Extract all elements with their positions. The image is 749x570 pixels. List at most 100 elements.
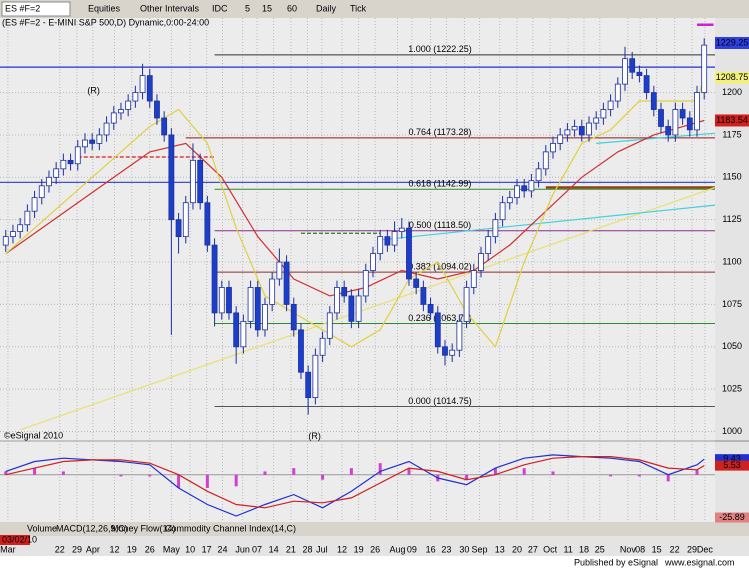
x-tick-label: 11 bbox=[563, 544, 572, 554]
macd-pane bbox=[0, 442, 715, 522]
candle-body bbox=[643, 75, 650, 93]
candle-body bbox=[478, 253, 484, 271]
candle-body bbox=[593, 117, 600, 124]
symbol-box[interactable] bbox=[1, 1, 71, 17]
x-tick-label: 22 bbox=[55, 544, 65, 554]
candle-body bbox=[154, 100, 160, 119]
x-tick-label: 18 bbox=[579, 544, 589, 554]
candle-body bbox=[672, 109, 679, 136]
candle-body bbox=[614, 83, 621, 102]
toolbar-item[interactable]: Tick bbox=[350, 3, 367, 13]
histogram-bar bbox=[177, 474, 181, 488]
tab[interactable]: Commodity Channel Index(14,C) bbox=[165, 523, 296, 533]
histogram-bar bbox=[465, 474, 469, 480]
candle-body bbox=[168, 134, 175, 221]
candle-body bbox=[298, 329, 304, 373]
candle-body bbox=[600, 109, 607, 119]
tab[interactable]: Volume bbox=[27, 523, 57, 533]
x-tick-label: 21 bbox=[286, 544, 296, 554]
candle-body bbox=[103, 122, 110, 136]
candle-body bbox=[686, 117, 693, 131]
y-tick-label: 1125 bbox=[722, 214, 741, 224]
x-tick-label: 08 bbox=[635, 544, 645, 554]
candle-body bbox=[312, 354, 319, 399]
toolbar-item[interactable]: Other Intervals bbox=[140, 3, 200, 13]
candle-body bbox=[276, 261, 283, 280]
price-label: 1208.75 bbox=[716, 72, 749, 82]
candle-body bbox=[262, 304, 268, 331]
x-tick-label: Jul bbox=[316, 544, 328, 554]
candle-body bbox=[10, 231, 16, 238]
candle-body bbox=[334, 287, 340, 314]
candle-body bbox=[370, 253, 376, 271]
candle-body bbox=[17, 224, 24, 232]
candle-body bbox=[427, 304, 434, 314]
candle-body bbox=[254, 287, 261, 331]
candle-body bbox=[506, 197, 513, 204]
x-tick-label: Aug bbox=[389, 544, 405, 554]
histogram-bar bbox=[695, 469, 699, 475]
histogram-bar bbox=[33, 468, 37, 475]
candle-body bbox=[197, 159, 204, 204]
candle-body bbox=[118, 109, 124, 114]
candle-body bbox=[269, 278, 276, 305]
x-tick-label: 13 bbox=[495, 544, 505, 554]
candle-body bbox=[132, 92, 139, 102]
toolbar-item[interactable]: 15 bbox=[262, 3, 272, 13]
candle-body bbox=[31, 197, 38, 212]
candle-body bbox=[665, 126, 672, 136]
x-tick-label: 19 bbox=[127, 544, 137, 554]
histogram-bar bbox=[522, 468, 526, 475]
trendline bbox=[596, 132, 716, 144]
fib-label: 0.618 (1142.99) bbox=[409, 179, 472, 189]
symbol[interactable]: ES #F=2 bbox=[5, 3, 40, 13]
toolbar-item[interactable]: Equities bbox=[88, 3, 121, 13]
candle-body bbox=[226, 287, 232, 314]
macd-label: 5.53 bbox=[723, 460, 741, 470]
candle-body bbox=[319, 337, 326, 356]
candle-body bbox=[622, 58, 628, 85]
price-label: 1183.54 bbox=[716, 115, 748, 125]
candle-body bbox=[485, 236, 492, 254]
candle-body bbox=[204, 202, 211, 246]
candle-body bbox=[586, 122, 592, 136]
tab-bar bbox=[0, 522, 749, 536]
x-tick-label: 20 bbox=[512, 544, 522, 554]
candle-body bbox=[521, 185, 528, 192]
candle-body bbox=[96, 134, 103, 144]
toolbar-item[interactable]: 60 bbox=[287, 3, 297, 13]
signal-line bbox=[5, 456, 705, 509]
x-tick-label: 26 bbox=[370, 544, 380, 554]
candle-body bbox=[218, 287, 225, 314]
x-tick-label: 19 bbox=[354, 544, 364, 554]
candle-body bbox=[74, 146, 81, 165]
candle-body bbox=[362, 270, 369, 297]
annotation: (R) bbox=[87, 85, 100, 95]
candle-body bbox=[190, 159, 196, 204]
tab[interactable]: MACD(12,26,9,C) bbox=[56, 523, 128, 533]
x-tick-label: 12 bbox=[109, 544, 119, 554]
x-tick-label: Sep bbox=[472, 544, 488, 554]
candle-body bbox=[305, 371, 312, 399]
x-tick-label: 10 bbox=[185, 544, 195, 554]
macd-label-box bbox=[715, 460, 749, 471]
candle-body bbox=[182, 202, 189, 238]
watermark: ©eSignal 2010 bbox=[4, 430, 63, 440]
macd-label-box bbox=[715, 454, 749, 465]
candle-body bbox=[46, 176, 52, 187]
histogram-bar bbox=[407, 468, 411, 475]
x-tick-label: 28 bbox=[302, 544, 312, 554]
candle-body bbox=[125, 100, 132, 110]
candle-body bbox=[24, 210, 31, 226]
candle-body bbox=[449, 349, 456, 356]
toolbar-item[interactable]: Daily bbox=[316, 3, 337, 13]
candle-body bbox=[2, 236, 9, 246]
toolbar-item[interactable]: 5 bbox=[245, 3, 250, 13]
price-label: 1229.25 bbox=[716, 37, 749, 47]
histogram-bar bbox=[666, 474, 670, 482]
toolbar-item[interactable]: IDC bbox=[212, 3, 228, 13]
x-tick-label: 16 bbox=[426, 544, 436, 554]
tab[interactable]: Money Flow(14) bbox=[111, 523, 176, 533]
x-tick-label: 17 bbox=[202, 544, 212, 554]
